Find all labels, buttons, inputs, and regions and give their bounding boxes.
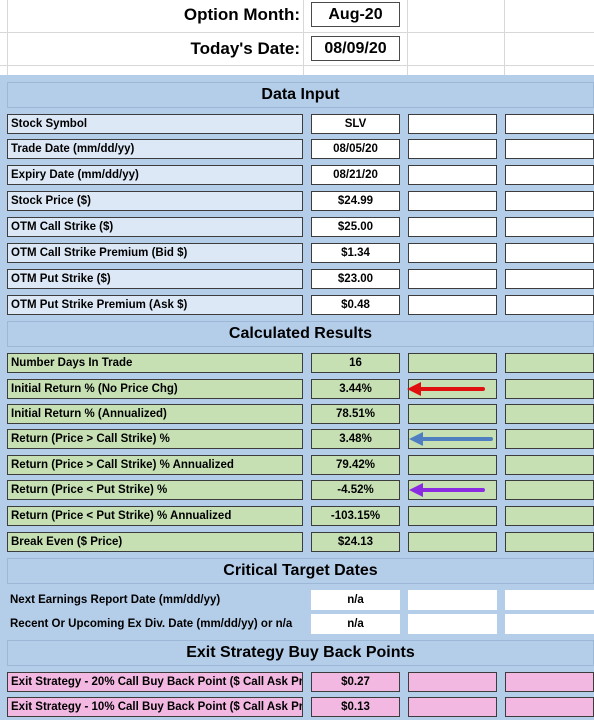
result-label-initial-return-annualized: Initial Return % (Annualized): [7, 404, 303, 424]
option-month-label: Option Month:: [183, 5, 300, 24]
input-label-otm-call-strike: OTM Call Strike ($): [7, 217, 303, 237]
blue-arrow-icon: [409, 432, 493, 446]
input-extra-cell[interactable]: [408, 165, 497, 185]
result-initial-return-annualized: 78.51%: [311, 404, 400, 424]
input-label-otm-put-premium: OTM Put Strike Premium (Ask $): [7, 295, 303, 315]
input-extra-cell[interactable]: [408, 114, 497, 134]
exit-20pct-value: $0.27: [311, 672, 400, 692]
input-stock-price[interactable]: $24.99: [311, 191, 400, 211]
input-extra-cell[interactable]: [505, 243, 594, 263]
blue-arrow-head: [409, 432, 423, 446]
result-label-return-above-call-annualized: Return (Price > Call Strike) % Annualize…: [7, 455, 303, 475]
input-extra-cell[interactable]: [505, 114, 594, 134]
result-extra-cell[interactable]: [408, 532, 497, 552]
result-extra-cell[interactable]: [408, 506, 497, 526]
input-otm-put-premium[interactable]: $0.48: [311, 295, 400, 315]
result-extra-cell[interactable]: [505, 480, 594, 500]
result-extra-cell[interactable]: [505, 404, 594, 424]
section-title-exit-strategy: Exit Strategy Buy Back Points: [7, 640, 594, 666]
date-ex-div[interactable]: n/a: [311, 614, 400, 634]
result-extra-cell[interactable]: [505, 353, 594, 373]
exit-extra-cell[interactable]: [505, 697, 594, 717]
result-extra-cell[interactable]: [505, 379, 594, 399]
input-stock-symbol[interactable]: SLV: [311, 114, 400, 134]
input-extra-cell[interactable]: [505, 217, 594, 237]
input-extra-cell[interactable]: [408, 217, 497, 237]
input-expiry-date[interactable]: 08/21/20: [311, 165, 400, 185]
option-month-field[interactable]: Aug-20: [311, 2, 400, 27]
todays-date-label: Today's Date:: [190, 39, 300, 58]
result-days-in-trade: 16: [311, 353, 400, 373]
exit-extra-cell[interactable]: [408, 697, 497, 717]
input-label-stock-price: Stock Price ($): [7, 191, 303, 211]
purple-arrow-icon: [409, 483, 485, 497]
red-arrow-icon: [407, 382, 485, 396]
result-label-days-in-trade: Number Days In Trade: [7, 353, 303, 373]
input-extra-cell[interactable]: [408, 243, 497, 263]
result-extra-cell[interactable]: [505, 532, 594, 552]
result-break-even: $24.13: [311, 532, 400, 552]
exit-extra-cell[interactable]: [505, 672, 594, 692]
input-otm-call-premium[interactable]: $1.34: [311, 243, 400, 263]
section-title-calculated-results: Calculated Results: [7, 321, 594, 347]
result-extra-cell[interactable]: [408, 455, 497, 475]
result-return-below-put: -4.52%: [311, 480, 400, 500]
date-next-earnings[interactable]: n/a: [311, 590, 400, 610]
result-extra-cell[interactable]: [408, 353, 497, 373]
input-extra-cell[interactable]: [408, 269, 497, 289]
result-initial-return: 3.44%: [311, 379, 400, 399]
date-extra-cell[interactable]: [505, 590, 594, 610]
result-label-return-above-call: Return (Price > Call Strike) %: [7, 429, 303, 449]
result-extra-cell[interactable]: [408, 404, 497, 424]
todays-date-field[interactable]: 08/09/20: [311, 36, 400, 61]
purple-arrow-head: [409, 483, 423, 497]
exit-10pct-value: $0.13: [311, 697, 400, 717]
exit-extra-cell[interactable]: [408, 672, 497, 692]
input-extra-cell[interactable]: [408, 191, 497, 211]
result-return-above-call: 3.48%: [311, 429, 400, 449]
date-extra-cell[interactable]: [505, 614, 594, 634]
date-extra-cell[interactable]: [408, 590, 497, 610]
input-extra-cell[interactable]: [505, 165, 594, 185]
input-extra-cell[interactable]: [505, 269, 594, 289]
section-title-critical-target-dates: Critical Target Dates: [7, 558, 594, 584]
result-extra-cell[interactable]: [505, 429, 594, 449]
result-label-return-below-put: Return (Price < Put Strike) %: [7, 480, 303, 500]
red-arrow-head: [407, 382, 421, 396]
input-extra-cell[interactable]: [505, 295, 594, 315]
result-extra-cell[interactable]: [505, 506, 594, 526]
input-extra-cell[interactable]: [408, 295, 497, 315]
exit-label-20pct: Exit Strategy - 20% Call Buy Back Point …: [7, 672, 303, 692]
input-label-otm-put-strike: OTM Put Strike ($): [7, 269, 303, 289]
input-label-expiry-date: Expiry Date (mm/dd/yy): [7, 165, 303, 185]
exit-label-10pct: Exit Strategy - 10% Call Buy Back Point …: [7, 697, 303, 717]
result-label-initial-return: Initial Return % (No Price Chg): [7, 379, 303, 399]
date-label-ex-div: Recent Or Upcoming Ex Div. Date (mm/dd/y…: [10, 618, 293, 630]
result-return-below-put-annualized: -103.15%: [311, 506, 400, 526]
input-extra-cell[interactable]: [505, 191, 594, 211]
input-label-otm-call-premium: OTM Call Strike Premium (Bid $): [7, 243, 303, 263]
input-extra-cell[interactable]: [408, 139, 497, 159]
input-label-trade-date: Trade Date (mm/dd/yy): [7, 139, 303, 159]
input-label-stock-symbol: Stock Symbol: [7, 114, 303, 134]
result-label-return-below-put-annualized: Return (Price < Put Strike) % Annualized: [7, 506, 303, 526]
date-label-next-earnings: Next Earnings Report Date (mm/dd/yy): [10, 594, 221, 606]
result-label-break-even: Break Even ($ Price): [7, 532, 303, 552]
result-extra-cell[interactable]: [505, 455, 594, 475]
input-extra-cell[interactable]: [505, 139, 594, 159]
date-extra-cell[interactable]: [408, 614, 497, 634]
input-otm-put-strike[interactable]: $23.00: [311, 269, 400, 289]
result-return-above-call-annualized: 79.42%: [311, 455, 400, 475]
section-title-data-input: Data Input: [7, 82, 594, 108]
input-otm-call-strike[interactable]: $25.00: [311, 217, 400, 237]
input-trade-date[interactable]: 08/05/20: [311, 139, 400, 159]
